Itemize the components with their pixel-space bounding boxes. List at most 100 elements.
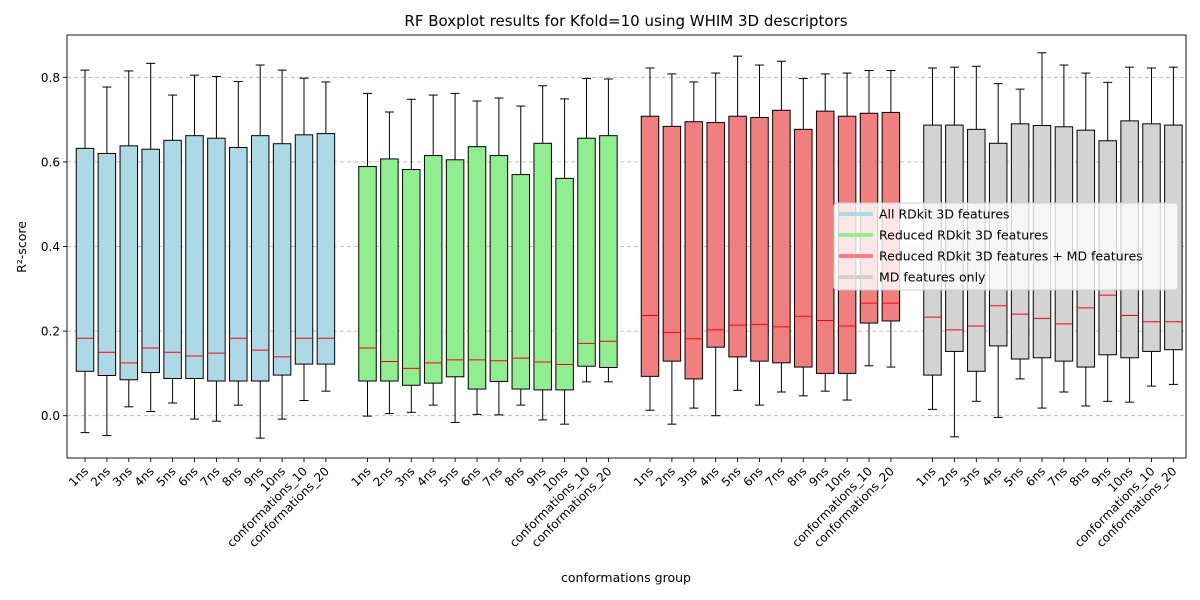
box-2-7ns bbox=[489, 97, 509, 416]
x-tick-label: 5ns bbox=[436, 464, 461, 489]
x-tick-label: 5ns bbox=[1001, 464, 1026, 489]
box-body bbox=[423, 155, 443, 384]
box-1-2ns bbox=[97, 86, 117, 437]
box-3-1ns bbox=[640, 67, 660, 411]
box-1-4ns bbox=[141, 62, 160, 412]
box-1-10ns bbox=[272, 69, 292, 420]
legend-label: MD features only bbox=[879, 270, 986, 285]
box-2-4ns bbox=[423, 94, 443, 406]
box-2-2ns bbox=[380, 111, 399, 415]
box-body bbox=[402, 169, 421, 386]
box-body bbox=[358, 166, 377, 382]
y-axis-label: R²-score bbox=[14, 221, 29, 273]
box-body bbox=[599, 135, 618, 368]
x-tick-label: 2ns bbox=[653, 464, 678, 489]
box-body bbox=[489, 155, 509, 382]
box-body bbox=[794, 128, 813, 368]
box-2-9ns bbox=[533, 85, 552, 421]
box-body bbox=[467, 146, 487, 390]
box-body bbox=[119, 145, 139, 381]
box-1-9ns bbox=[250, 64, 270, 439]
box-body bbox=[272, 143, 292, 376]
box-2-8ns bbox=[511, 105, 531, 406]
box-2-3ns bbox=[402, 98, 421, 413]
box-2-6ns bbox=[467, 100, 487, 415]
box-body bbox=[250, 135, 270, 382]
x-tick-label: 7ns bbox=[762, 464, 787, 489]
y-tick-label: 0.8 bbox=[41, 71, 60, 85]
box-3-9ns bbox=[815, 73, 835, 392]
chart-title: RF Boxplot results for Kfold=10 using WH… bbox=[404, 12, 847, 30]
legend-label: All RDkit 3D features bbox=[879, 207, 1010, 222]
x-tick-label: 4ns bbox=[979, 464, 1004, 489]
box-1-conformations_10 bbox=[294, 77, 314, 401]
x-tick-label: 3ns bbox=[110, 464, 135, 489]
y-tick-label: 0.2 bbox=[41, 325, 60, 339]
box-body bbox=[640, 115, 660, 377]
box-1-7ns bbox=[207, 75, 226, 422]
box-3-2ns bbox=[662, 73, 682, 425]
box-body bbox=[533, 142, 552, 391]
box-2-1ns bbox=[358, 92, 377, 417]
box-body bbox=[728, 115, 747, 358]
box-1-3ns bbox=[119, 70, 139, 408]
x-tick-label: 1ns bbox=[349, 464, 374, 489]
x-tick-label: 4ns bbox=[132, 464, 157, 489]
x-tick-label: 1ns bbox=[631, 464, 656, 489]
x-tick-label: 5ns bbox=[719, 464, 744, 489]
box-body bbox=[772, 109, 791, 364]
x-tick-label: 4ns bbox=[697, 464, 722, 489]
box-body bbox=[97, 152, 117, 377]
legend-label: Reduced RDkit 3D features + MD features bbox=[879, 249, 1143, 264]
box-body bbox=[815, 110, 835, 374]
x-axis-label: conformations group bbox=[561, 570, 691, 585]
box-body bbox=[294, 134, 314, 365]
box-1-1ns bbox=[75, 69, 95, 434]
x-tick-label: 3ns bbox=[392, 464, 417, 489]
box-body bbox=[185, 135, 204, 379]
legend-box bbox=[833, 202, 1179, 291]
x-tick-label: 2ns bbox=[370, 464, 395, 489]
box-1-8ns bbox=[229, 81, 248, 406]
box-3-8ns bbox=[794, 78, 813, 397]
x-tick-label: 6ns bbox=[458, 464, 483, 489]
x-tick-label: 8ns bbox=[502, 464, 527, 489]
x-tick-label: 7ns bbox=[480, 464, 505, 489]
box-2-10ns bbox=[555, 98, 574, 425]
y-tick-label: 0.6 bbox=[41, 155, 60, 169]
box-3-3ns bbox=[684, 81, 704, 409]
box-body bbox=[229, 147, 248, 382]
box-body bbox=[662, 125, 682, 362]
box-body bbox=[163, 139, 182, 379]
box-body bbox=[380, 158, 399, 382]
box-3-4ns bbox=[706, 72, 725, 417]
x-tick-label: 8ns bbox=[219, 464, 244, 489]
x-tick-label: 2ns bbox=[88, 464, 113, 489]
box-body bbox=[555, 177, 574, 391]
box-body bbox=[706, 122, 725, 348]
box-3-7ns bbox=[772, 60, 791, 393]
x-tick-label: 1ns bbox=[914, 464, 939, 489]
legend: All RDkit 3D features Reduced RDkit 3D fe… bbox=[833, 202, 1179, 291]
box-body bbox=[75, 147, 95, 372]
box-body bbox=[316, 133, 336, 365]
y-tick-label: 0.0 bbox=[41, 409, 60, 423]
x-tick-label: 5ns bbox=[154, 464, 179, 489]
box-body bbox=[684, 121, 704, 380]
box-body bbox=[750, 116, 769, 362]
x-tick-label: 6ns bbox=[1023, 464, 1048, 489]
y-tick-label: 0.4 bbox=[41, 240, 60, 254]
x-tick-label: 7ns bbox=[1045, 464, 1070, 489]
box-body bbox=[207, 137, 226, 382]
x-tick-label: 8ns bbox=[784, 464, 809, 489]
box-3-5ns bbox=[728, 55, 747, 391]
box-body bbox=[511, 174, 531, 390]
box-1-conformations_20 bbox=[316, 81, 336, 392]
x-tick-label: 2ns bbox=[935, 464, 960, 489]
box-1-5ns bbox=[163, 94, 182, 404]
x-tick-label: 3ns bbox=[675, 464, 700, 489]
box-body bbox=[445, 159, 465, 378]
legend-label: Reduced RDkit 3D features bbox=[879, 228, 1048, 243]
box-body bbox=[577, 137, 596, 367]
